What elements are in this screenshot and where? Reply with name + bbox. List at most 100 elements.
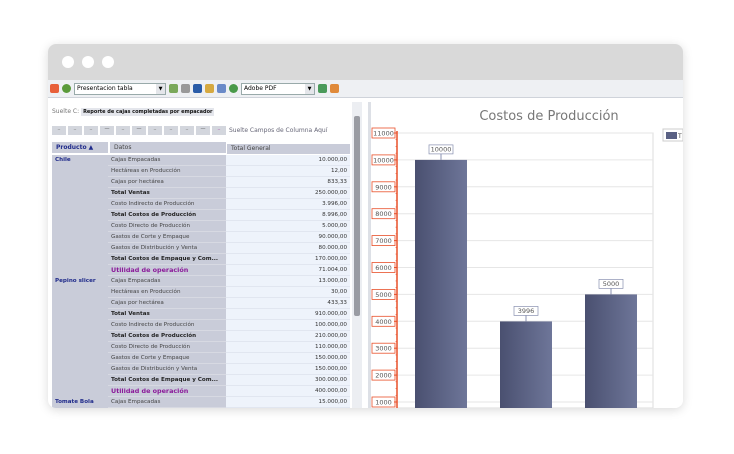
scrollbar-thumb[interactable]	[354, 116, 360, 316]
data-label-cell: Hectáreas en Producción	[108, 287, 226, 298]
print-icon[interactable]	[181, 84, 190, 93]
data-label-cell: Total Costos de Producción	[108, 331, 226, 342]
field-button[interactable]: ..	[164, 126, 178, 135]
field-button[interactable]: —	[100, 126, 114, 135]
data-label-cell: Gastos de Corte y Empaque	[108, 353, 226, 364]
table-row: Pepino slicer Cajas Empacadas 13.000,00	[52, 276, 350, 287]
data-label-box	[513, 306, 539, 316]
report-select[interactable]: Presentacion tabla ▼	[74, 82, 166, 95]
data-label-cell: Total Ventas	[108, 188, 226, 199]
field-button[interactable]: ..	[52, 126, 66, 135]
value-cell[interactable]: 3.996,00	[226, 199, 350, 210]
value-cell[interactable]: 170.000,00	[226, 254, 350, 265]
table-row: Tomate Bola Cajas Empacadas 15.000,00	[52, 397, 350, 408]
value-cell[interactable]: 250.000,00	[226, 188, 350, 199]
data-label-cell: Cajas por hectárea	[108, 298, 226, 309]
chart-icon[interactable]	[330, 84, 339, 93]
value-cell[interactable]: 150.000,00	[226, 353, 350, 364]
legend-label: T	[677, 133, 682, 140]
gear-icon[interactable]	[229, 84, 238, 93]
producto-header[interactable]: Producto ▲	[52, 142, 108, 153]
table-row: Total Costos de Producción 210.000,00	[52, 331, 350, 342]
window-dot[interactable]	[82, 56, 94, 68]
value-cell[interactable]: 15.000,00	[226, 397, 350, 408]
filter-field[interactable]: Reporte de cajas completadas por empacad…	[81, 108, 215, 116]
field-button[interactable]: ..	[212, 126, 226, 135]
scrollbar[interactable]	[352, 102, 362, 408]
value-cell[interactable]: 30,00	[226, 287, 350, 298]
data-label-cell: Total Ventas	[108, 309, 226, 320]
value-cell[interactable]: 71.004,00	[226, 265, 350, 276]
value-cell[interactable]: 433,33	[226, 298, 350, 309]
export-icon[interactable]	[318, 84, 327, 93]
product-cell	[52, 353, 108, 364]
app-window: Presentacion tabla ▼ Adobe PDF ▼ Suelte C:…	[48, 44, 683, 408]
chevron-down-icon[interactable]: ▼	[156, 83, 165, 94]
value-cell[interactable]: 150.000,00	[226, 364, 350, 375]
field-button[interactable]: ..	[68, 126, 82, 135]
product-cell	[52, 364, 108, 375]
report-select-value: Presentacion tabla	[77, 84, 133, 92]
field-button[interactable]: ..	[180, 126, 194, 135]
product-cell	[52, 177, 108, 188]
field-buttons: ...... —.. —...... —..	[52, 126, 226, 135]
product-cell	[52, 375, 108, 386]
table-row: Cajas por hectárea 833,33	[52, 177, 350, 188]
product-cell	[52, 166, 108, 177]
table-row: Cajas por hectárea 433,33	[52, 298, 350, 309]
product-cell	[52, 309, 108, 320]
window-dot[interactable]	[62, 56, 74, 68]
back-icon[interactable]	[50, 84, 59, 93]
table-row: Gastos de Distribución y Venta 150.000,00	[52, 364, 350, 375]
field-button[interactable]: ..	[148, 126, 162, 135]
filter-area[interactable]: Suelte C: Reporte de cajas completadas p…	[52, 108, 215, 116]
product-cell[interactable]: Pepino slicer	[52, 276, 108, 287]
table-row: Gastos de Corte y Empaque 150.000,00	[52, 353, 350, 364]
product-cell	[52, 386, 108, 397]
field-button[interactable]: —	[132, 126, 146, 135]
value-cell[interactable]: 110.000,00	[226, 342, 350, 353]
product-cell[interactable]: Chile	[52, 155, 108, 166]
value-cell[interactable]: 13.000,00	[226, 276, 350, 287]
value-cell[interactable]: 10.000,00	[226, 155, 350, 166]
value-cell[interactable]: 100.000,00	[226, 320, 350, 331]
value-cell[interactable]: 910.000,00	[226, 309, 350, 320]
column-drop-hint: Suelte Campos de Columna Aquí	[229, 127, 328, 134]
value-cell[interactable]: 80.000,00	[226, 243, 350, 254]
export-format-select[interactable]: Adobe PDF ▼	[241, 82, 315, 95]
value-cell[interactable]: 5.000,00	[226, 221, 350, 232]
value-cell[interactable]: 90.000,00	[226, 232, 350, 243]
edit-icon[interactable]	[169, 84, 178, 93]
save-icon[interactable]	[193, 84, 202, 93]
data-label: 5000	[603, 280, 620, 288]
data-label-cell: Total Costos de Empaque y Com...	[108, 254, 226, 265]
window-dot[interactable]	[102, 56, 114, 68]
product-cell[interactable]: Tomate Bola	[52, 397, 108, 408]
chart-title: Costos de Producción	[479, 109, 618, 124]
datos-header[interactable]: Datos	[110, 142, 226, 153]
data-label-cell: Cajas por hectárea	[108, 177, 226, 188]
y-tick-label: 6000	[375, 264, 392, 272]
value-cell[interactable]: 8.996,00	[226, 210, 350, 221]
y-tick-label: 5000	[375, 291, 392, 299]
chevron-down-icon[interactable]: ▼	[305, 83, 314, 94]
legend-swatch	[666, 132, 677, 139]
folder-icon[interactable]	[205, 84, 214, 93]
field-button[interactable]: —	[196, 126, 210, 135]
value-cell[interactable]: 400.000,00	[226, 386, 350, 397]
total-header[interactable]: Total General	[227, 144, 350, 154]
field-button[interactable]: ..	[84, 126, 98, 135]
value-cell[interactable]: 833,33	[226, 177, 350, 188]
pivot-grid: Suelte C: Reporte de cajas completadas p…	[50, 102, 364, 408]
product-cell	[52, 287, 108, 298]
table-row: Chile Cajas Empacadas 10.000,00	[52, 155, 350, 166]
value-cell[interactable]: 12,00	[226, 166, 350, 177]
field-button[interactable]: ..	[116, 126, 130, 135]
data-label-cell: Gastos de Distribución y Venta	[108, 243, 226, 254]
table-row: Utilidad de operación 71.004,00	[52, 265, 350, 276]
value-cell[interactable]: 300.000,00	[226, 375, 350, 386]
refresh-icon[interactable]	[62, 84, 71, 93]
value-cell[interactable]: 210.000,00	[226, 331, 350, 342]
settings-icon[interactable]	[217, 84, 226, 93]
product-cell	[52, 342, 108, 353]
